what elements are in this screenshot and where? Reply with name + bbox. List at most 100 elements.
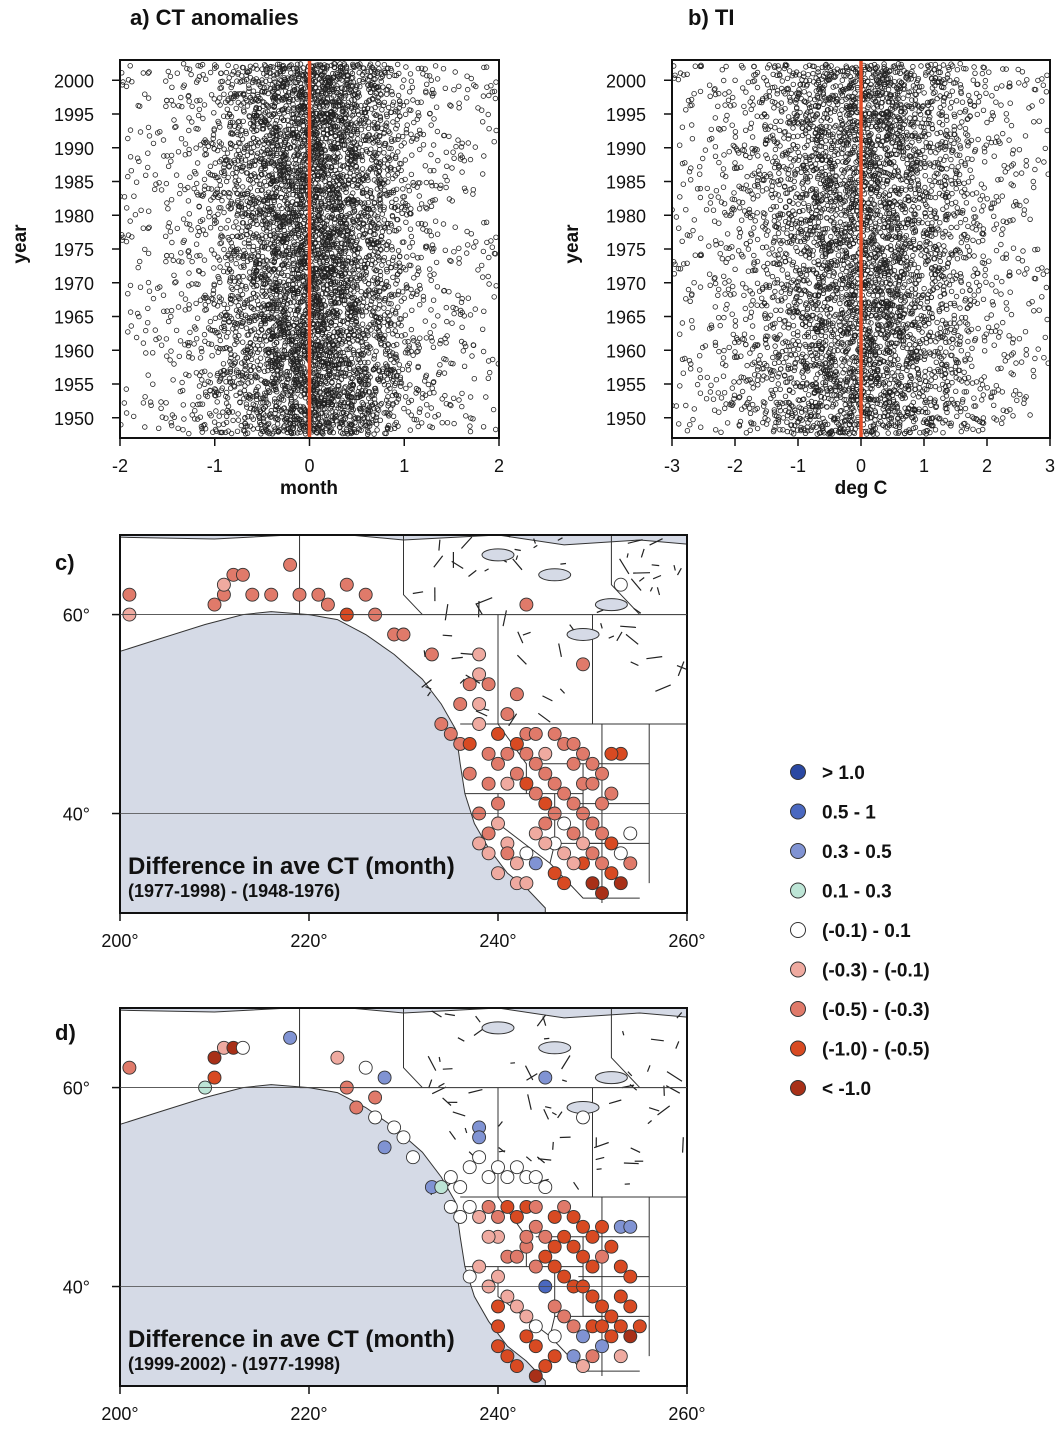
panel-a-data-point [381, 150, 387, 156]
panel-a-data-point [314, 356, 321, 362]
panel-a-data-point [377, 272, 384, 279]
panel-a-data-point [368, 301, 374, 308]
panel-a-data-point [350, 218, 356, 224]
panel-a-data-point [411, 416, 417, 423]
panel-a-data-point [191, 341, 197, 347]
panel-a-data-point [160, 292, 167, 298]
panel-a-data-point [331, 342, 337, 348]
panel-a-data-point [262, 404, 268, 410]
panel-a-data-point [377, 196, 384, 203]
panel-a-data-point [432, 197, 438, 203]
panel-a-data-point [296, 281, 303, 287]
panel-a-data-point [356, 328, 363, 334]
panel-a-data-point [325, 341, 332, 348]
panel-a-data-point [329, 417, 336, 423]
panel-a-data-point [256, 367, 262, 373]
panel-a-data-point [352, 415, 359, 421]
panel-a-data-point [434, 128, 441, 135]
panel-a-data-point [197, 401, 203, 407]
panel-a-data-point [443, 401, 450, 407]
panel-a-data-point [168, 307, 175, 314]
panel-a-data-point [384, 282, 390, 288]
panel-a-data-point [193, 300, 199, 307]
panel-a-data-point [138, 207, 144, 213]
panel-a-data-point [290, 187, 296, 194]
panel-a-data-point [369, 257, 376, 264]
panel-a-data-point [227, 279, 233, 285]
panel-a-data-point [355, 329, 361, 335]
panel-a-data-point [178, 135, 185, 142]
panel-a-data-point [342, 384, 349, 390]
panel-a-data-point [356, 172, 363, 179]
panel-a-data-point [251, 198, 258, 204]
panel-a-data-point [358, 210, 364, 216]
panel-a-data-point [195, 224, 201, 231]
panel-a-data-point [228, 129, 234, 136]
panel-a-data-point [322, 303, 328, 309]
panel-a-data-point [150, 295, 157, 302]
panel-a-data-point [481, 308, 487, 314]
panel-a-data-point [207, 224, 214, 231]
panel-a-data-point [202, 307, 208, 313]
panel-a-data-point [420, 391, 426, 397]
panel-a-data-point [379, 262, 385, 268]
panel-a-data-point [326, 139, 333, 145]
panel-a-data-point [249, 172, 255, 179]
panel-a-data-point [403, 126, 410, 133]
panel-a-data-point [285, 263, 291, 270]
panel-a-data-point [331, 174, 337, 180]
panel-a-data-point [267, 287, 273, 294]
panel-a-data-point [370, 220, 376, 226]
panel-a-data-point [268, 232, 274, 238]
panel-a-data-point [279, 414, 285, 420]
panel-a-data-point [326, 294, 333, 301]
panel-a-data-point [228, 293, 234, 299]
panel-a-data-point [282, 231, 288, 238]
panel-a-data-point [243, 401, 250, 407]
panel-a-data-point [193, 326, 199, 332]
panel-a-data-point [360, 401, 367, 407]
panel-a-data-point [291, 287, 297, 293]
panel-a-data-point [294, 147, 300, 153]
panel-a-data-point [334, 326, 340, 332]
panel-a-data-point [379, 191, 385, 197]
panel-a-data-point [246, 223, 252, 230]
panel-a-data-point [155, 425, 162, 431]
panel-a-data-point [311, 301, 317, 307]
panel-a-data-point [381, 224, 388, 231]
panel-a-data-point [274, 193, 280, 199]
panel-a-data-point [350, 284, 356, 290]
panel-a-data-point [285, 206, 291, 212]
panel-a-data-point [434, 284, 441, 290]
panel-a-data-point [265, 245, 271, 252]
panel-a-data-point [288, 174, 294, 181]
panel-a-data-point [284, 272, 291, 279]
panel-a-data-point [336, 191, 342, 198]
panel-a-data-point [363, 381, 369, 387]
panel-a-data-point [362, 200, 368, 206]
panel-a-data-point [286, 166, 292, 172]
panel-a-data-point [370, 241, 376, 248]
panel-a-data-point [186, 350, 192, 356]
panel-a-data-point [266, 349, 272, 356]
panel-a-data-point [408, 138, 415, 144]
panel-a-data-point [254, 137, 260, 143]
panel-a-data-point [321, 397, 327, 404]
panel-a-data-point [487, 369, 493, 376]
panel-a-data-point [351, 398, 357, 405]
panel-a-data-point [375, 238, 381, 245]
panel-a-data-point [265, 356, 271, 363]
panel-a-data-point [287, 144, 294, 150]
panel-a-data-point [377, 402, 383, 408]
panel-a-data-point [182, 307, 188, 313]
panel-a-data-point [242, 128, 249, 134]
panel-a-data-point [438, 337, 444, 344]
panel-a-data-point [331, 281, 337, 288]
panel-a-data-point [333, 402, 340, 408]
panel-a-data-point [384, 370, 390, 377]
panel-a-data-point [377, 417, 383, 423]
panel-a-data-point [239, 210, 246, 217]
panel-a-data-point [279, 411, 286, 417]
panel-a-data-point [271, 266, 277, 272]
panel-a-data-point [401, 295, 407, 301]
